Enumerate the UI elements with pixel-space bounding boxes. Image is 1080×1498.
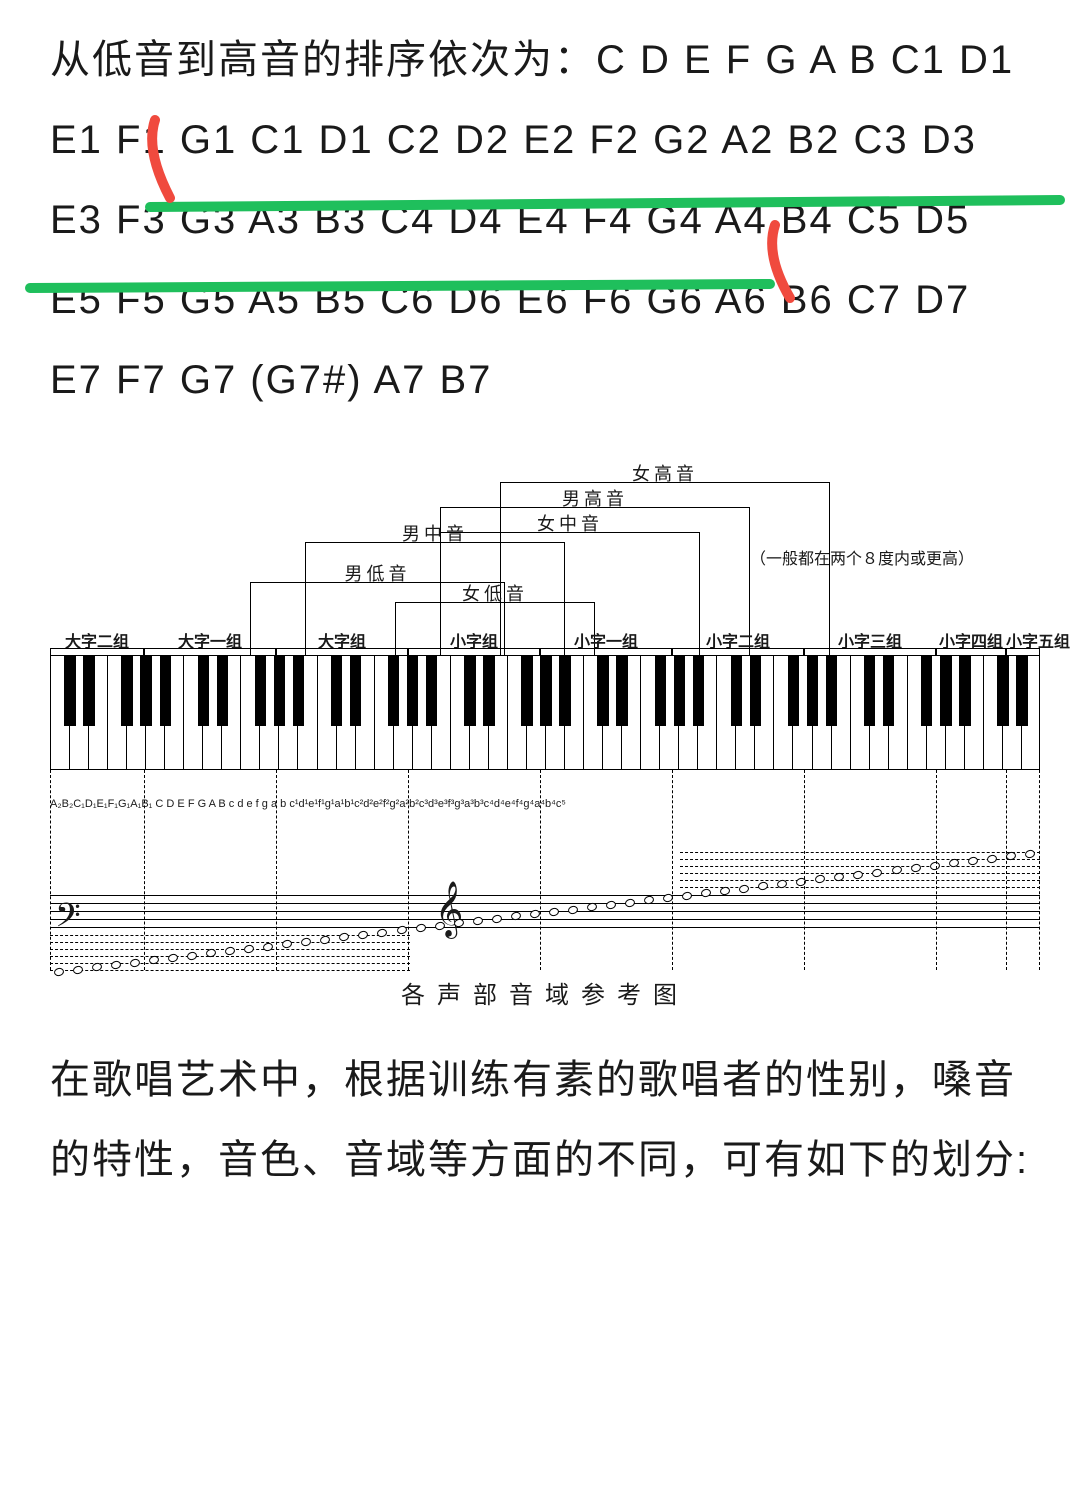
voice-range-label: 男高音	[440, 485, 750, 511]
piano-keyboard	[50, 655, 1040, 770]
note-sequence-text: 从低音到高音的排序依次为：C D E F G A B C1 D1 E1 F1 G…	[50, 20, 1030, 420]
body-paragraph: 在歌唱艺术中，根据训练有素的歌唱者的性别，嗓音的特性，音色、音域等方面的不同，可…	[50, 1040, 1030, 1200]
voice-range-label: 男中音	[305, 520, 565, 546]
note-name-row: A₂B₂C₁D₁E₁F₁G₁A₁B₁ C D E F G A B c d e f…	[50, 798, 1040, 810]
voice-range-label: 女高音	[500, 460, 830, 486]
diagram-caption: 各声部音域参考图	[50, 975, 1040, 1010]
voice-range-diagram: （一般都在两个８度内或更高） A₂B₂C₁D₁E₁F₁G₁A₁B₁ C D E …	[50, 450, 1030, 1010]
grand-staff: 𝄞𝄢	[50, 840, 1040, 970]
voice-range-label: 女低音	[395, 580, 595, 606]
